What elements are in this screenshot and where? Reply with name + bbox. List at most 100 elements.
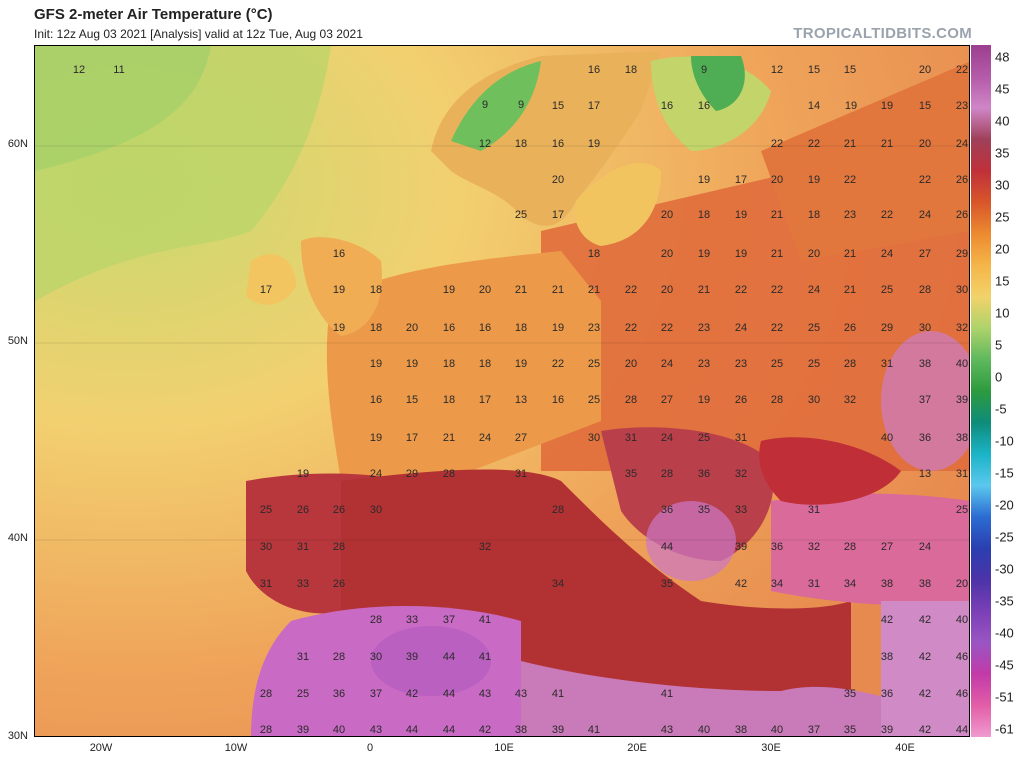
temp-value: 28 (661, 468, 673, 480)
finland-cool-zone (691, 56, 745, 111)
cold-ocean-zone (35, 46, 211, 171)
colorbar-tick-label: -20 (995, 497, 1014, 513)
temp-value: 19 (808, 174, 820, 186)
lon-label-40e: 40E (895, 742, 915, 754)
temp-value: 17 (260, 284, 272, 296)
temp-value: 19 (698, 174, 710, 186)
colorbar-tick-label: 40 (995, 113, 1010, 129)
temp-value: 28 (625, 394, 637, 406)
temp-value: 22 (771, 138, 783, 150)
temp-value: 46 (956, 651, 968, 663)
temp-value: 18 (625, 64, 637, 76)
temperature-colorbar (971, 45, 991, 737)
temp-value: 36 (661, 504, 673, 516)
lat-label-50n: 50N (7, 335, 28, 347)
temp-value: 39 (406, 651, 418, 663)
temp-value: 25 (297, 688, 309, 700)
temp-value: 20 (661, 284, 673, 296)
temp-value: 34 (771, 578, 783, 590)
temp-value: 17 (479, 394, 491, 406)
temp-value: 12 (771, 64, 783, 76)
temp-value: 24 (370, 468, 382, 480)
ireland (246, 254, 296, 305)
turkey-land (771, 493, 969, 606)
temp-value: 25 (808, 358, 820, 370)
temp-value: 46 (956, 688, 968, 700)
temp-value: 29 (881, 322, 893, 334)
temp-value: 38 (881, 578, 893, 590)
temp-value: 16 (479, 322, 491, 334)
temp-value: 20 (771, 174, 783, 186)
temp-value: 23 (735, 358, 747, 370)
temp-value: 15 (844, 64, 856, 76)
temp-value: 38 (735, 724, 747, 736)
lon-label-10w: 10W (224, 742, 248, 754)
graticule (35, 145, 969, 541)
temp-value: 21 (588, 284, 600, 296)
colorbar-tick-label: 48 (995, 49, 1010, 65)
temp-value: 39 (735, 541, 747, 553)
north-africa-east (521, 661, 969, 736)
temp-value: 16 (370, 394, 382, 406)
temp-value: 38 (881, 651, 893, 663)
temp-value: 31 (260, 578, 272, 590)
temp-value: 17 (406, 432, 418, 444)
temp-value: 23 (844, 209, 856, 221)
temp-value: 39 (881, 724, 893, 736)
temp-value: 28 (919, 284, 931, 296)
temp-value: 18 (808, 209, 820, 221)
temp-value: 19 (333, 284, 345, 296)
temp-value: 42 (919, 614, 931, 626)
temp-value: 44 (443, 651, 455, 663)
temp-value: 22 (919, 174, 931, 186)
temp-value: 26 (297, 504, 309, 516)
temp-value: 41 (479, 651, 491, 663)
temp-value: 29 (406, 468, 418, 480)
temp-value: 19 (735, 248, 747, 260)
lon-label-10e: 10E (494, 742, 514, 754)
baltic-sea (574, 162, 661, 246)
temp-value: 30 (588, 432, 600, 444)
temp-value: 19 (515, 358, 527, 370)
temp-value: 21 (881, 138, 893, 150)
temp-value: 32 (735, 468, 747, 480)
temp-value: 17 (552, 209, 564, 221)
temp-value: 19 (698, 248, 710, 260)
temp-value: 35 (698, 504, 710, 516)
colorbar-tick-label: 5 (995, 337, 1003, 353)
temp-value: 28 (552, 504, 564, 516)
temp-value: 22 (771, 284, 783, 296)
temp-value: 26 (333, 504, 345, 516)
temp-value: 28 (333, 541, 345, 553)
temp-value: 43 (479, 688, 491, 700)
temperature-map[interactable]: 12 11 9 9 15 17 16 18 9 12 15 15 20 22 16 16 14 19 19 15 23 1… (34, 45, 970, 737)
colorbar-tick-label: 30 (995, 177, 1010, 193)
temp-value: 40 (698, 724, 710, 736)
temp-value: 23 (698, 358, 710, 370)
temp-value: 25 (588, 394, 600, 406)
temp-value: 25 (956, 504, 968, 516)
temp-value: 24 (735, 322, 747, 334)
temp-value: 22 (661, 322, 673, 334)
temp-value: 43 (370, 724, 382, 736)
temp-value: 26 (844, 322, 856, 334)
temp-value: 15 (406, 394, 418, 406)
temp-value: 30 (919, 322, 931, 334)
temp-value: 20 (661, 248, 673, 260)
temp-value: 21 (771, 209, 783, 221)
temp-value: 14 (808, 100, 820, 112)
temp-value: 35 (844, 724, 856, 736)
lat-label-30n: 30N (7, 730, 28, 742)
temp-value: 36 (771, 541, 783, 553)
temp-value: 18 (515, 322, 527, 334)
colorbar-tick-label: -5 (995, 401, 1007, 417)
temp-value: 9 (482, 99, 488, 111)
temp-value: 25 (808, 322, 820, 334)
temp-value: 44 (661, 541, 673, 553)
temp-value: 22 (844, 174, 856, 186)
temp-value: 19 (698, 394, 710, 406)
temp-value: 16 (698, 100, 710, 112)
colorbar-tick-label: 45 (995, 81, 1010, 97)
temp-value: 24 (919, 209, 931, 221)
temp-value: 31 (956, 468, 968, 480)
